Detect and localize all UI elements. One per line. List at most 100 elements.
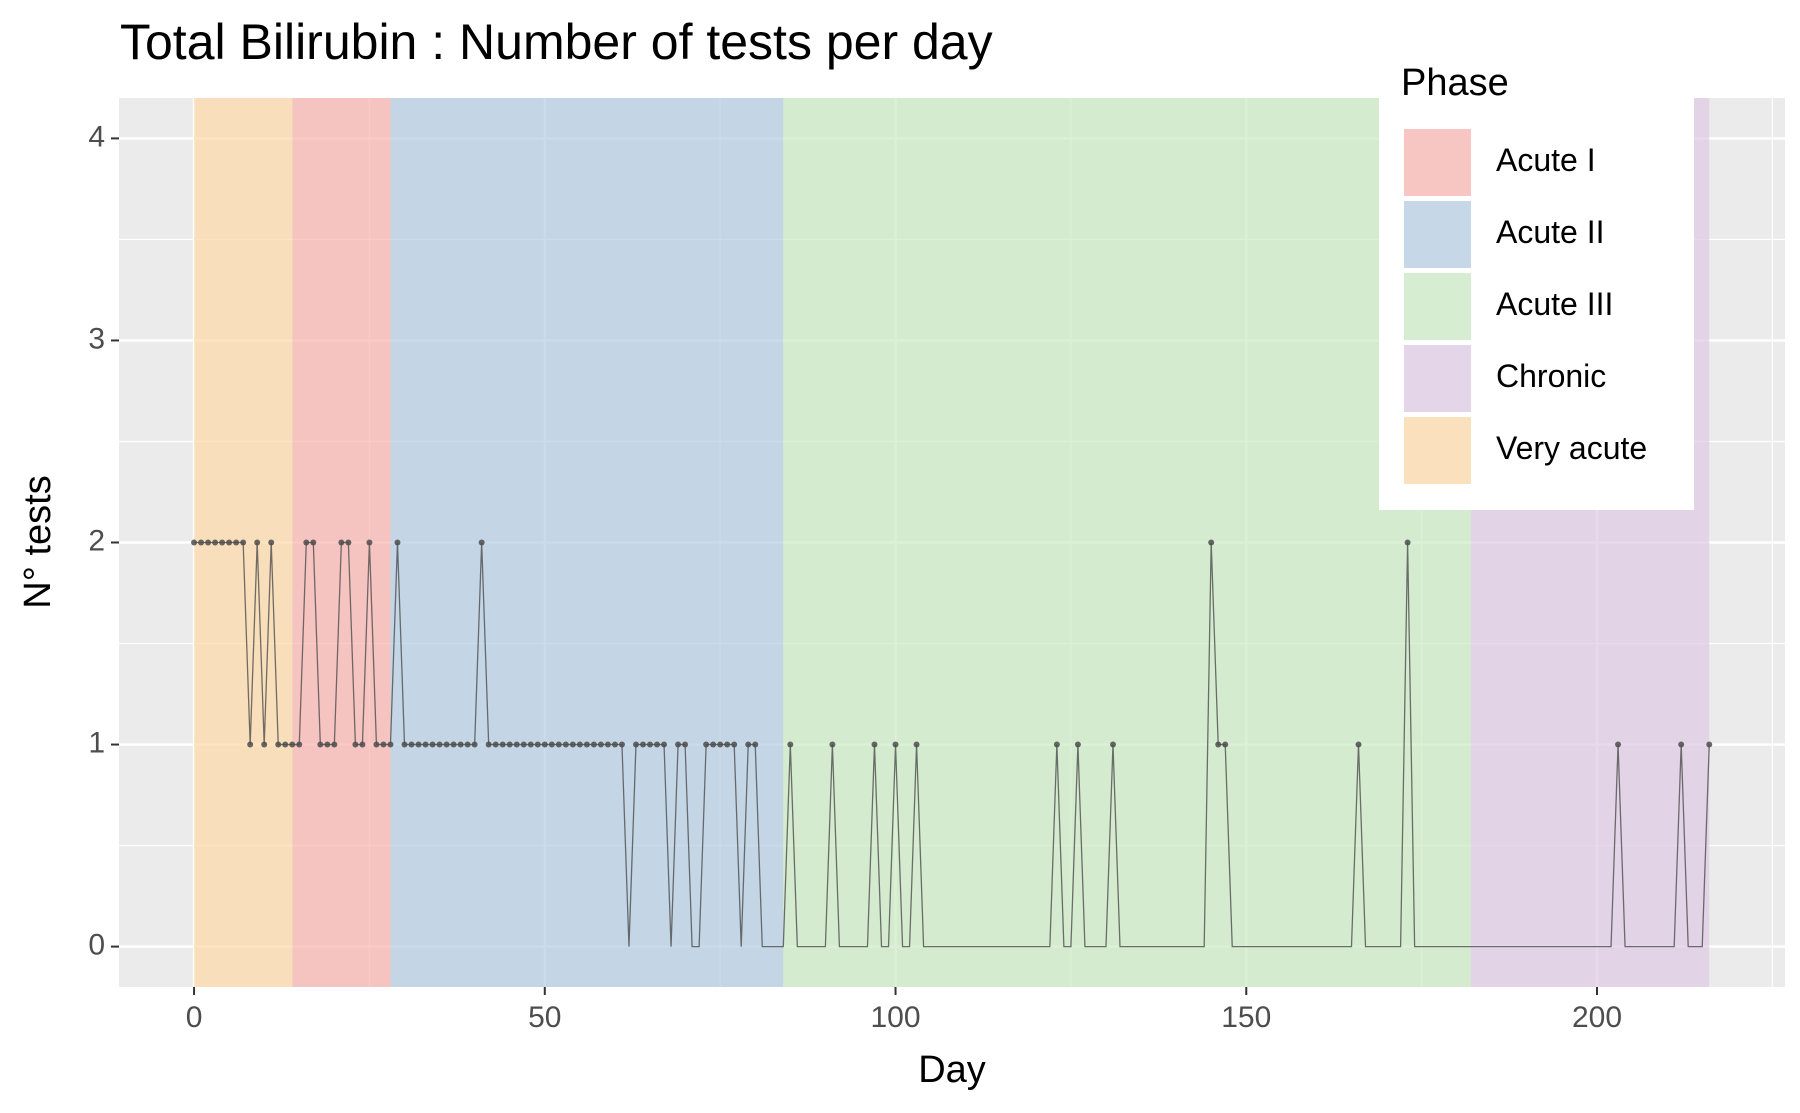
legend-key [1404,345,1471,412]
data-point [485,741,492,748]
data-point [520,741,527,748]
data-point [647,741,654,748]
data-point [436,741,443,748]
data-point [233,539,240,546]
data-point [640,741,647,748]
data-point [682,741,689,748]
data-point [373,741,380,748]
phase-band [390,98,784,987]
data-point [450,741,457,748]
data-point [745,741,752,748]
data-point [1615,741,1622,748]
data-point [240,539,247,546]
data-point [724,741,731,748]
chart-title: Total Bilirubin : Number of tests per da… [120,14,993,70]
data-point [443,741,450,748]
data-point [359,741,366,748]
data-point [226,539,233,546]
data-point [583,741,590,748]
x-tick-label: 0 [186,1001,203,1034]
data-point [1355,741,1362,748]
data-point [703,741,710,748]
data-point [261,741,268,748]
data-point [731,741,738,748]
data-point [597,741,604,748]
data-point [1208,539,1215,546]
legend-label: Acute III [1496,286,1613,322]
data-point [205,539,212,546]
data-point [1404,539,1411,546]
y-tick-label: 4 [88,120,105,153]
data-point [464,741,471,748]
data-point [632,741,639,748]
data-point [366,539,373,546]
legend-label: Very acute [1496,430,1647,466]
data-point [247,741,254,748]
data-point [717,741,724,748]
data-point [555,741,562,748]
data-point [457,741,464,748]
data-point [1074,741,1081,748]
data-point [338,539,345,546]
x-axis-title: Day [918,1049,986,1091]
data-point [380,741,387,748]
data-point [675,741,682,748]
data-point [219,539,226,546]
data-point [527,741,534,748]
data-point [1222,741,1229,748]
data-point [548,741,555,748]
legend-key [1404,201,1471,268]
data-point [408,741,415,748]
x-tick-label: 50 [528,1001,561,1034]
data-point [611,741,618,748]
data-point [892,741,899,748]
data-point [478,539,485,546]
data-point [296,741,303,748]
data-point [422,741,429,748]
y-tick-label: 1 [88,726,105,759]
legend-label: Chronic [1496,358,1606,394]
y-tick-label: 0 [88,929,105,962]
data-point [394,539,401,546]
data-point [492,741,499,748]
legend-key [1404,417,1471,484]
y-tick-label: 3 [88,322,105,355]
x-tick-label: 150 [1221,1001,1271,1034]
data-point [317,741,324,748]
data-point [618,741,625,748]
data-point [303,539,310,546]
data-point [1215,741,1222,748]
data-point [282,741,289,748]
data-point [562,741,569,748]
data-point [1706,741,1713,748]
data-point [661,741,668,748]
data-point [1109,741,1116,748]
data-point [415,741,422,748]
data-point [310,539,317,546]
data-point [387,741,394,748]
data-point [275,741,282,748]
legend-title: Phase [1401,62,1509,104]
data-point [1678,741,1685,748]
data-point [499,741,506,748]
data-point [429,741,436,748]
x-tick-label: 100 [871,1001,921,1034]
phase-band [783,98,1471,987]
data-point [710,741,717,748]
data-point [752,741,759,748]
data-point [787,741,794,748]
data-point [289,741,296,748]
data-point [345,539,352,546]
data-point [198,539,205,546]
legend-label: Acute I [1496,142,1596,178]
y-axis-title: N° tests [17,475,59,608]
data-point [324,741,331,748]
data-point [254,539,261,546]
data-point [913,741,920,748]
data-point [590,741,597,748]
data-point [401,741,408,748]
x-tick-label: 200 [1572,1001,1622,1034]
data-point [212,539,219,546]
data-point [654,741,661,748]
